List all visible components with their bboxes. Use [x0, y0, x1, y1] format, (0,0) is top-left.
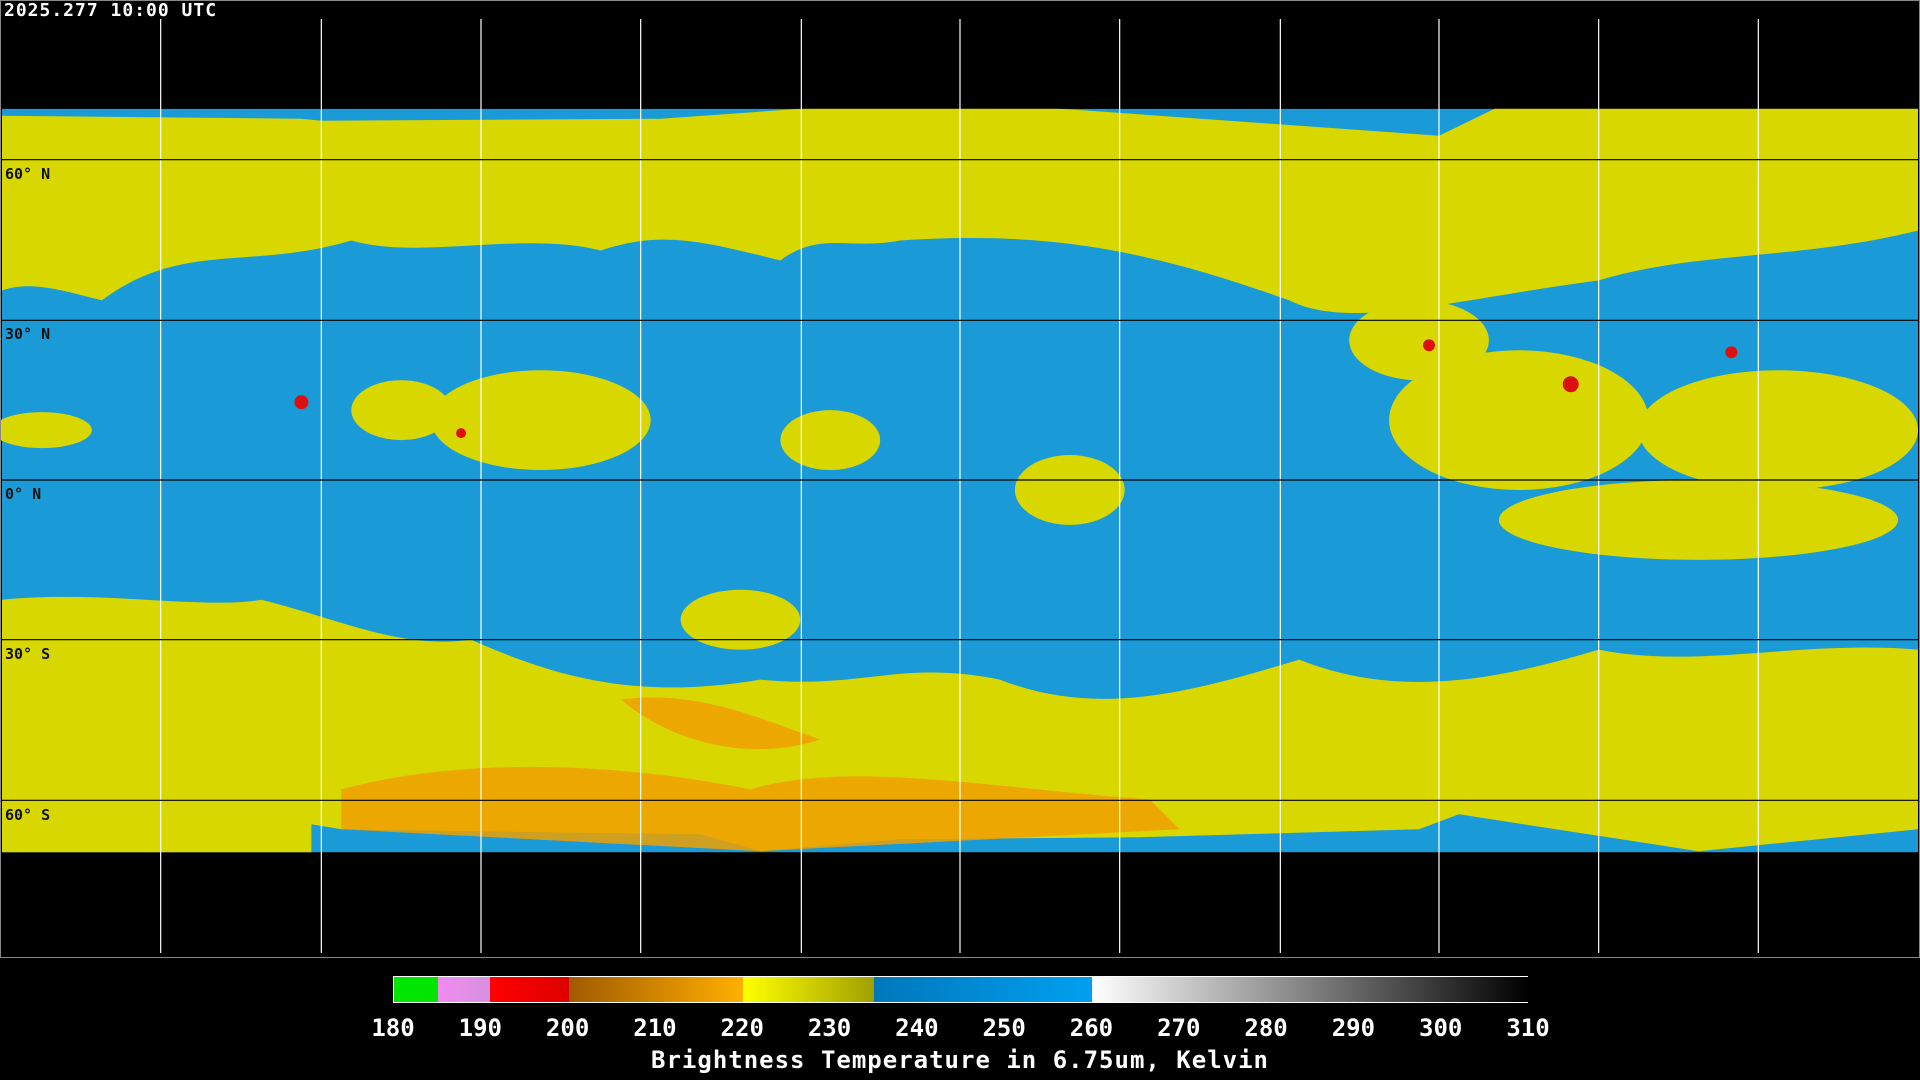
lat-label-60s: 60° S	[5, 806, 51, 824]
timestamp: 2025.277 10:00 UTC	[4, 0, 218, 21]
colorbar-tick-label: 230	[807, 1014, 852, 1042]
colorbar-segment	[874, 977, 1093, 1002]
lat-label-30n: 30° N	[5, 325, 51, 343]
colorbar-tick-label: 260	[1069, 1014, 1114, 1042]
lat-label-30s: 30° S	[5, 645, 51, 663]
lat-label-60n: 60° N	[5, 165, 51, 183]
water-vapor-map	[0, 0, 1920, 958]
colorbar-tick-label: 200	[545, 1014, 590, 1042]
colorbar-segment	[743, 977, 875, 1002]
colorbar-segment	[1092, 977, 1529, 1002]
colorbar	[393, 976, 1529, 1003]
colorbar-tick-label: 220	[720, 1014, 764, 1042]
colorbar-segment	[490, 977, 569, 1002]
colorbar-segment	[437, 977, 491, 1002]
lat-lon-grid	[2, 18, 1918, 954]
colorbar-tick-label: 280	[1244, 1014, 1288, 1042]
lat-label-equator: 0° N	[5, 485, 42, 503]
colorbar-segment	[568, 977, 744, 1002]
colorbar-tick-label: 240	[895, 1014, 939, 1042]
satellite-imagery	[1, 1, 1918, 853]
colorbar-tick-label: 180	[371, 1014, 415, 1042]
colorbar-tick-label: 290	[1331, 1014, 1376, 1042]
colorbar-tick-label: 300	[1419, 1014, 1463, 1042]
colorbar-title: Brightness Temperature in 6.75um, Kelvin	[651, 1046, 1269, 1074]
colorbar-tick-label: 250	[982, 1014, 1026, 1042]
colorbar-tick-label: 210	[633, 1014, 677, 1042]
colorbar-tick-label: 190	[458, 1014, 502, 1042]
colorbar-tick-label: 310	[1506, 1014, 1550, 1042]
colorbar-tick-label: 270	[1157, 1014, 1201, 1042]
colorbar-segment	[394, 977, 438, 1002]
